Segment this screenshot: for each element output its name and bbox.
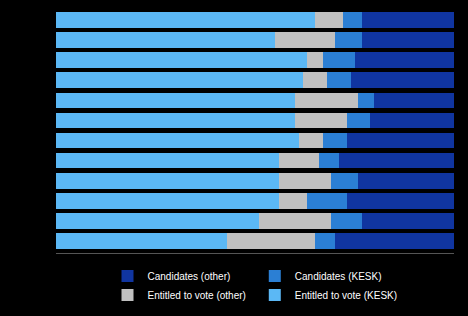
svg-text:Candidates (KESK): Candidates (KESK) (295, 271, 382, 282)
svg-text:Candidates (other): Candidates (other) (148, 271, 231, 282)
svg-text:Entitled to vote (KESK): Entitled to vote (KESK) (295, 290, 397, 301)
svg-text:Entitled to vote (other): Entitled to vote (other) (148, 290, 246, 301)
